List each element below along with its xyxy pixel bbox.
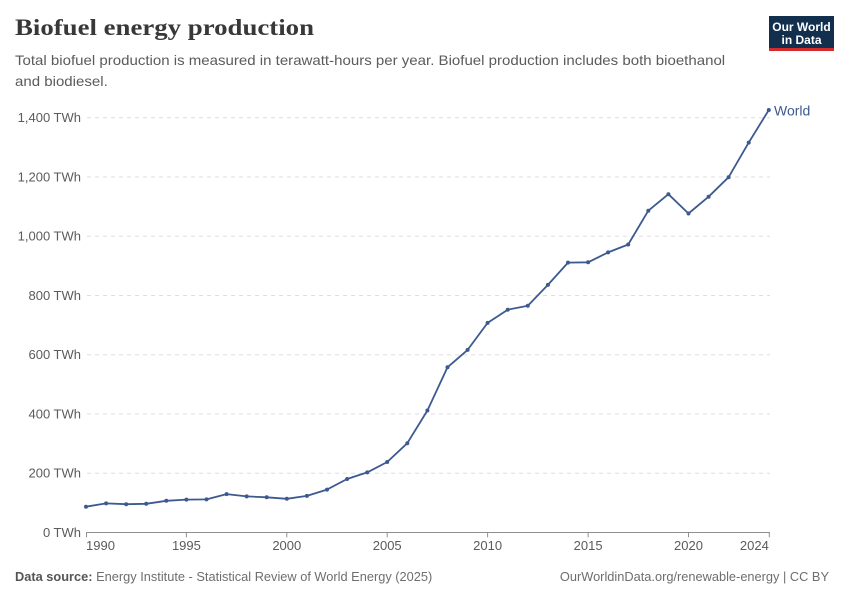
svg-text:800 TWh: 800 TWh xyxy=(28,288,81,303)
svg-text:1995: 1995 xyxy=(172,538,201,553)
svg-text:1990: 1990 xyxy=(86,538,115,553)
svg-text:World: World xyxy=(774,103,810,119)
svg-text:200 TWh: 200 TWh xyxy=(28,466,81,481)
svg-text:2000: 2000 xyxy=(272,538,301,553)
svg-text:0 TWh: 0 TWh xyxy=(43,525,81,540)
svg-text:1,400 TWh: 1,400 TWh xyxy=(18,110,81,125)
svg-text:2015: 2015 xyxy=(574,538,603,553)
svg-text:2020: 2020 xyxy=(674,538,703,553)
svg-text:1,200 TWh: 1,200 TWh xyxy=(18,170,81,185)
svg-text:2010: 2010 xyxy=(473,538,502,553)
svg-text:2024: 2024 xyxy=(740,538,769,553)
svg-text:400 TWh: 400 TWh xyxy=(28,407,81,422)
svg-text:600 TWh: 600 TWh xyxy=(28,347,81,362)
svg-text:1,000 TWh: 1,000 TWh xyxy=(18,229,81,244)
svg-text:2005: 2005 xyxy=(373,538,402,553)
